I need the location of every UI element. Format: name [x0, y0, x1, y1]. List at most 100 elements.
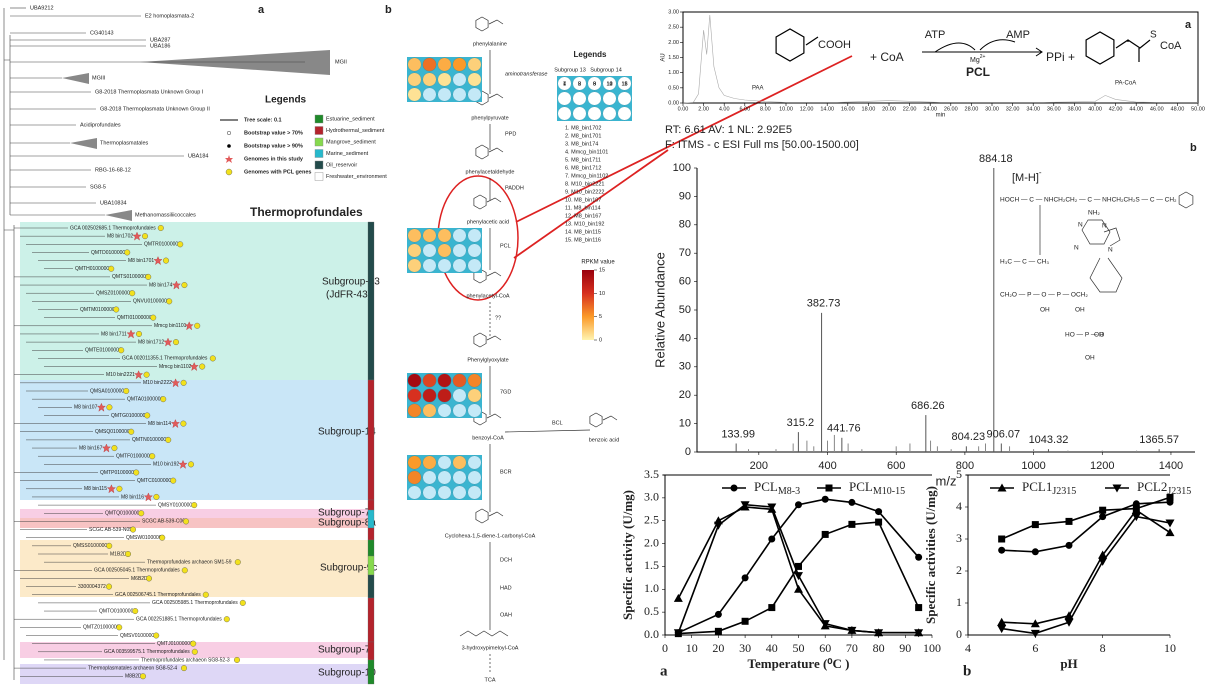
genome-star: [172, 280, 181, 290]
y-tick-label: 2.5: [644, 512, 659, 526]
heatmap-cell: [407, 470, 422, 485]
x-tick-label: 1000: [1021, 460, 1045, 472]
leaf-label: QMTI01000000: [117, 315, 152, 321]
leaf-label: QMTJ01000000: [157, 641, 193, 647]
leaf-label: QMTZ01000000: [83, 625, 120, 631]
heatmap-cell: [407, 388, 422, 403]
leaf-label: M8 bin115: [84, 486, 107, 492]
heatmap-cell: [467, 57, 482, 72]
leaf-label: QMTA01000000: [127, 396, 164, 402]
leaf-label: GCA 002505985.1 Thermoprofundales: [152, 600, 238, 606]
compound-structure: [475, 144, 504, 160]
x-tick-label: 200: [750, 460, 768, 472]
legend-cell: [602, 106, 617, 121]
y-axis-label: Specific activities (U/mg): [923, 486, 938, 624]
pcl-genome-dot: [199, 363, 206, 370]
y-tick-label: 0.0: [644, 627, 659, 641]
heatmap-cell: [422, 388, 437, 403]
legend-icon: [225, 155, 233, 163]
x-tick-label: 2.00: [698, 106, 709, 112]
compound-structure: [473, 332, 502, 348]
x-tick-label: 10: [686, 641, 698, 655]
legend-subgroup: Subgroup 13: [554, 67, 586, 73]
annotation: PAA: [752, 86, 764, 92]
environment-strip: [367, 527, 375, 541]
reaction-text: PPi +: [1046, 50, 1075, 64]
structure-label: N: [1074, 245, 1079, 252]
heatmap-cell: [452, 455, 467, 470]
enzyme-label: PADDH: [505, 185, 524, 191]
leaf-label: M8 bin1702: [107, 233, 133, 239]
leaf-label: QMSY01000000: [158, 502, 195, 508]
compound-label: phenylacetic acid: [467, 219, 509, 225]
leaf-label: M8 bin1701: [128, 258, 154, 264]
pcl-genome-dot: [145, 575, 152, 582]
peak-label: 1365.57: [1139, 434, 1179, 446]
pcl-genome-dot: [223, 616, 230, 623]
legend-icon: [226, 130, 232, 136]
point: [825, 484, 833, 492]
genome-star: [102, 443, 111, 453]
legend-cell: [587, 76, 602, 91]
structure-label: HO — P — O: [1065, 332, 1104, 339]
leaf-label: QMSW01000000: [126, 535, 165, 541]
pcl-genome-dot: [166, 298, 173, 305]
heatmap-cell: [407, 243, 422, 258]
compound-label: phenylalanine: [473, 41, 507, 47]
x-tick-label: 6.00: [739, 106, 750, 112]
y-axis-label: AU: [661, 53, 667, 61]
pcl-genome-dot: [111, 445, 118, 452]
leaf-label: QMTC01000000: [137, 478, 174, 484]
x-tick-label: 50: [793, 641, 805, 655]
peak-label: 382.73: [807, 298, 841, 310]
peak-label: 884.18: [979, 153, 1013, 165]
genome-star: [132, 231, 142, 241]
pcl-genome-dot: [182, 518, 189, 525]
heatmap-cell: [407, 373, 422, 388]
genome-label: 13. M10_bin192: [565, 221, 604, 227]
chart-subtitle: F: ITMS - c ESI Full ms [50.00-1500.00]: [665, 139, 859, 151]
point: [795, 562, 802, 570]
point: [1099, 506, 1107, 514]
genome-star: [163, 337, 173, 347]
panel-label: a: [258, 4, 265, 16]
x-tick-label: 26.00: [944, 106, 958, 112]
peak-label: 133.99: [721, 428, 755, 440]
pcl-genome-dot: [141, 233, 148, 240]
pathway-arrow: [504, 429, 591, 433]
leaf-label: GCA 002502685.1 Thermoprofundales: [70, 225, 156, 231]
point: [997, 483, 1007, 492]
subgroup-band: [20, 664, 368, 684]
legend-cell: [572, 76, 587, 91]
pcl-genome-dot: [138, 510, 145, 517]
legend-cell-number: 2: [578, 81, 581, 87]
legend-cell: [617, 76, 632, 91]
reaction-text: AMP: [1006, 29, 1030, 41]
y-tick-label: 3.5: [644, 467, 659, 481]
y-tick-label: 4: [956, 499, 962, 513]
point: [741, 574, 749, 582]
pcl-genome-dot: [133, 469, 140, 476]
genome-star: [107, 484, 116, 494]
heatmap-cell: [422, 243, 437, 258]
x-tick-label: 42.00: [1109, 106, 1123, 112]
colorbar-title: RPKM value: [581, 260, 615, 266]
pcl-genome-dot: [116, 485, 123, 492]
heatmap-cell: [452, 228, 467, 243]
leaf-label: Thermoprofundales archaeon SG8-52-3: [141, 657, 230, 663]
pcl-genome-dot: [194, 322, 201, 329]
reaction-text: Mg2+: [970, 54, 986, 64]
x-axis-label: min: [936, 113, 946, 119]
legend-label: Oil_reservoir: [326, 162, 357, 168]
series-line: [1001, 509, 1171, 625]
reaction-text: Mg: [970, 57, 980, 64]
reaction-text: + CoA: [870, 50, 904, 64]
leaf-label: M8 bin1711: [101, 331, 127, 337]
legend-title: Legends: [574, 50, 607, 59]
environment-strip: [367, 509, 375, 529]
x-axis-label: pH: [1060, 656, 1077, 671]
pcl-genome-dot: [190, 640, 197, 647]
series-line: [682, 14, 1198, 104]
pcl-genome-dot: [234, 559, 241, 566]
structure-label: OH: [1085, 355, 1095, 362]
